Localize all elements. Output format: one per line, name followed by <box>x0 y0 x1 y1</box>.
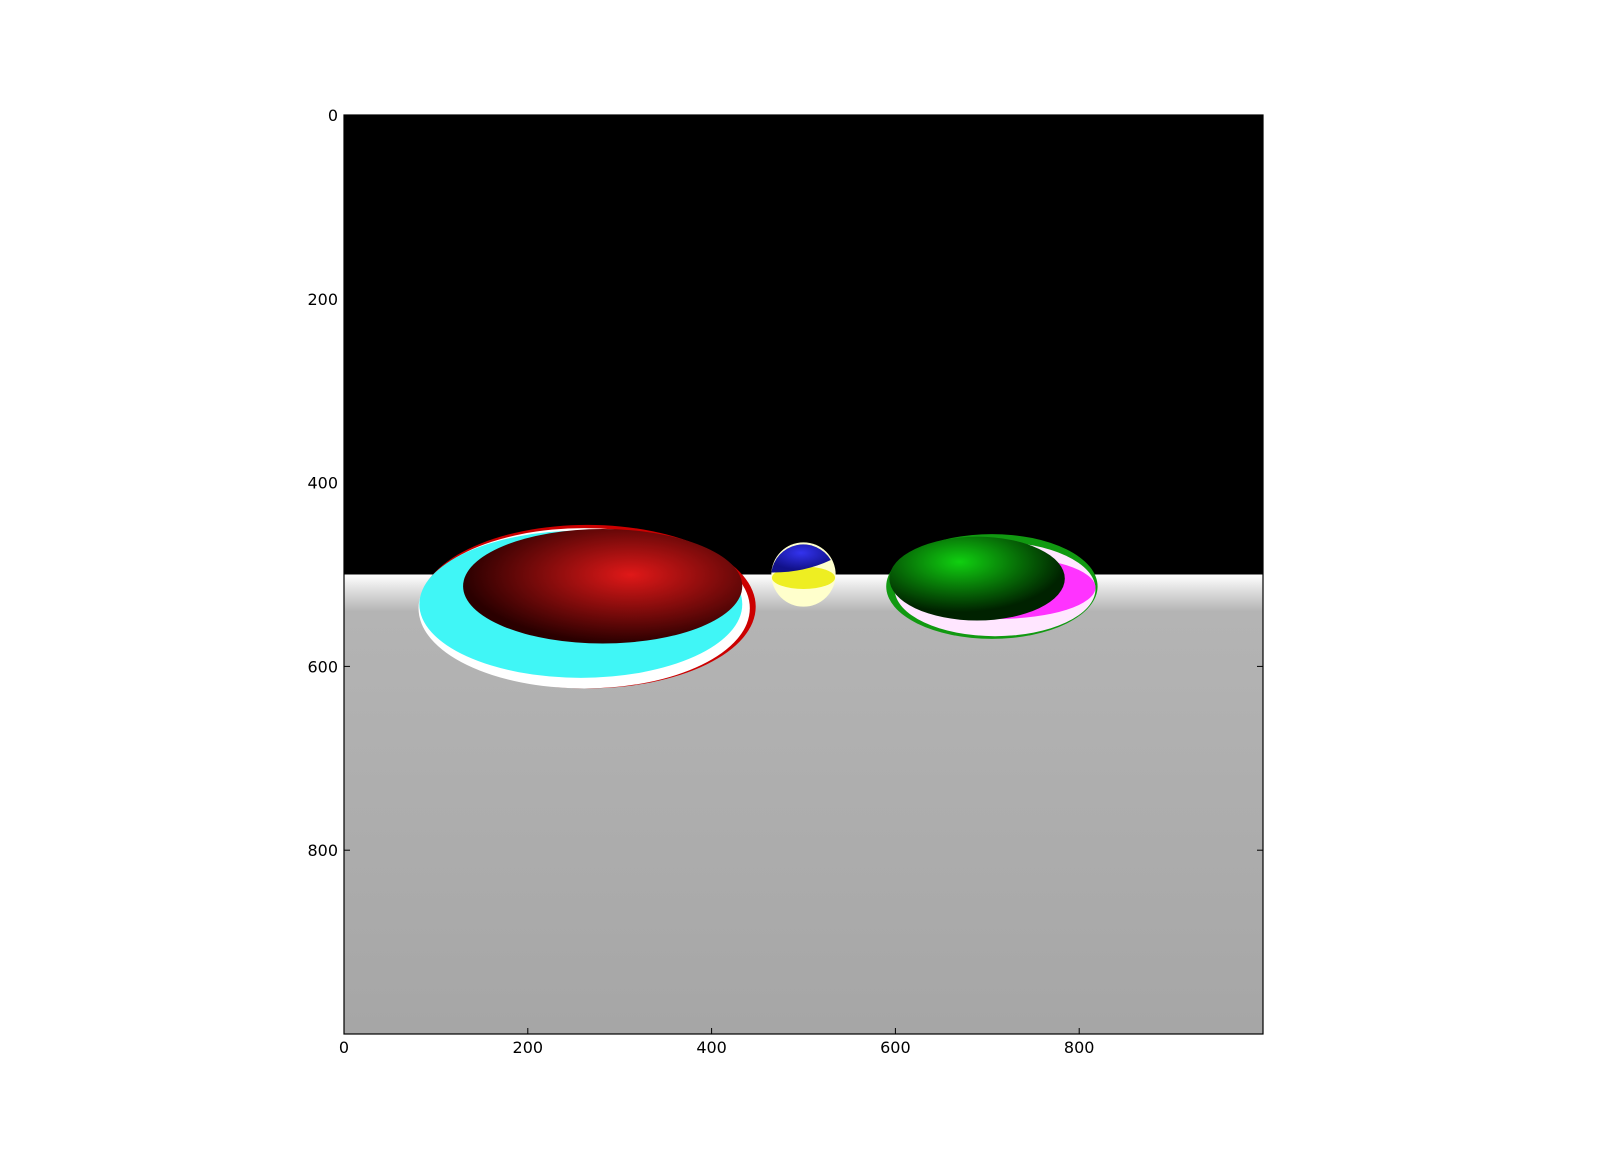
y-tick-label: 600 <box>307 657 338 676</box>
x-tick-label: 0 <box>339 1038 349 1057</box>
x-axis: 0 200 400 600 800 <box>339 115 1095 1057</box>
sky-background <box>344 115 1263 575</box>
plot-area <box>344 115 1263 1034</box>
green-sphere <box>886 534 1098 639</box>
x-tick-label: 800 <box>1064 1038 1095 1057</box>
axes-frame <box>343 114 1264 1035</box>
x-tick-label: 600 <box>880 1038 911 1057</box>
red-sphere-body <box>463 528 743 644</box>
scene-objects <box>418 524 1098 689</box>
y-axis: 0 200 400 600 800 <box>307 106 1263 860</box>
green-sphere-body <box>889 536 1065 621</box>
y-tick-label: 0 <box>328 106 338 125</box>
small-sphere-yellow-band <box>771 566 836 589</box>
small-sphere <box>771 542 836 607</box>
y-tick-label: 400 <box>307 474 338 493</box>
y-tick-label: 800 <box>307 841 338 860</box>
x-tick-label: 200 <box>513 1038 544 1057</box>
red-sphere <box>418 524 756 689</box>
small-sphere-blue-cap <box>771 544 831 573</box>
y-tick-label: 200 <box>307 290 338 309</box>
x-tick-label: 400 <box>696 1038 727 1057</box>
